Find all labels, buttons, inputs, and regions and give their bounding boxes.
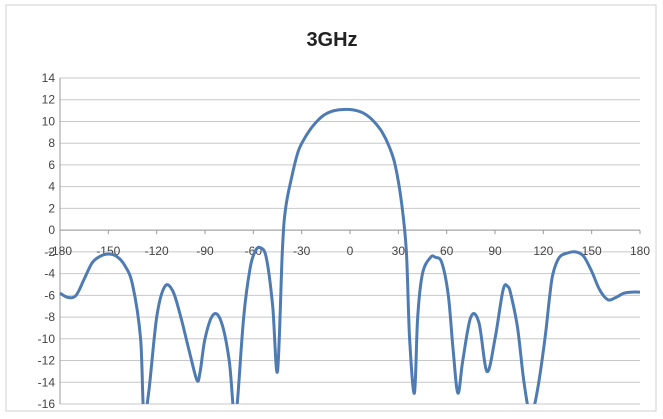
x-tick-label: 120	[533, 244, 553, 258]
x-tick-label: 90	[488, 244, 502, 258]
y-tick-label: 2	[48, 201, 55, 215]
x-tick-label: -90	[196, 244, 214, 258]
y-tick-labels: 14 12 10 8 6 4 2 0 -2 -4 -6 -8 -10 -12 -14 -16	[38, 71, 56, 411]
x-tick-label: -120	[145, 244, 169, 258]
y-tick-label: 14	[42, 71, 56, 85]
y-tick-label: -14	[38, 375, 56, 389]
y-tick-label: -8	[44, 310, 55, 324]
x-tick-label: 150	[582, 244, 602, 258]
y-tick-label: -16	[38, 397, 56, 411]
y-tick-label: 6	[48, 158, 55, 172]
y-tick-label: 10	[42, 114, 56, 128]
series-line	[59, 107, 641, 404]
y-tick-label: 12	[42, 93, 56, 107]
x-tick-label: 30	[392, 244, 406, 258]
x-tick-label: 60	[440, 244, 454, 258]
series-lines	[59, 107, 641, 404]
x-tick-label: -30	[293, 244, 311, 258]
y-tick-label: -10	[38, 332, 56, 346]
gridlines	[60, 77, 640, 405]
y-tick-label: -6	[44, 288, 55, 302]
x-tick-label: 0	[347, 244, 354, 258]
y-tick-label: 8	[48, 136, 55, 150]
x-tick-label: 180	[630, 244, 650, 258]
y-tick-label: -12	[38, 354, 56, 368]
x-tick-labels: -180 -150 -120 -90 -60 -30 0 30 60 90 120 150 180	[48, 244, 650, 258]
x-tick-label: -180	[48, 244, 72, 258]
axes	[59, 78, 641, 404]
y-tick-label: -2	[44, 245, 55, 259]
y-tick-label: -4	[44, 267, 55, 281]
chart-title: 3GHz	[306, 29, 357, 51]
y-tick-label: 0	[48, 223, 55, 237]
y-tick-label: 4	[48, 180, 55, 194]
